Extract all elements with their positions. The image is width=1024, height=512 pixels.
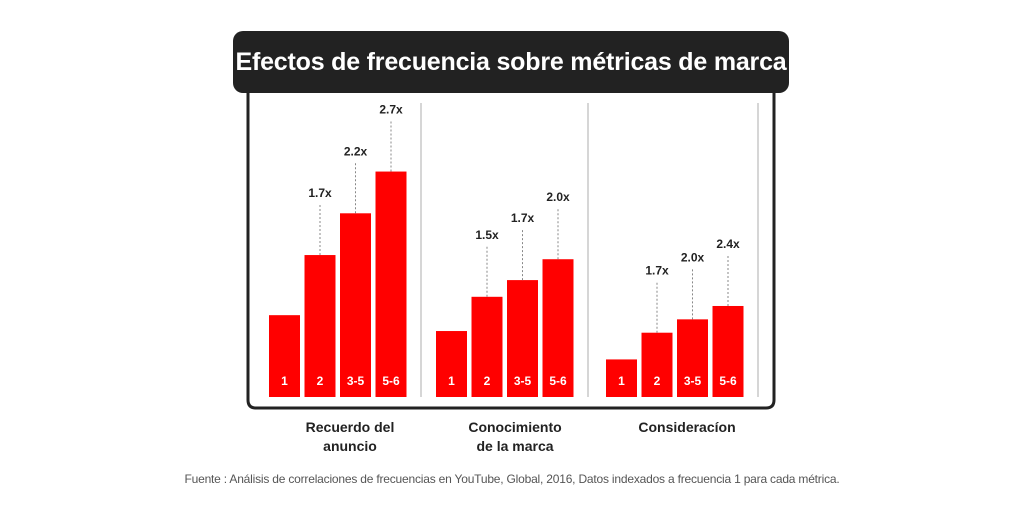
bar-category-label: 3-5 <box>347 374 365 388</box>
data-label: 1.7x <box>308 186 332 200</box>
group-label-line: Conocimiento <box>468 419 562 435</box>
bar <box>712 305 744 397</box>
bar-category-label: 1 <box>281 374 288 388</box>
bar-category-label: 3-5 <box>514 374 532 388</box>
bar-category-label: 1 <box>618 374 625 388</box>
bar <box>677 319 708 397</box>
bar-category-label: 3-5 <box>684 374 702 388</box>
data-label: 1.7x <box>645 264 669 278</box>
bar-category-label: 5-6 <box>549 374 567 388</box>
group-label-conocimiento: Conocimiento de la marca <box>420 418 610 456</box>
data-label: 2.0x <box>546 190 570 204</box>
group-label-recuerdo: Recuerdo del anuncio <box>262 418 438 456</box>
data-label: 2.4x <box>716 237 740 251</box>
data-label: 1.7x <box>511 211 535 225</box>
bar <box>542 259 574 397</box>
group-label-line: anuncio <box>323 438 377 454</box>
bar <box>436 331 467 397</box>
bar <box>340 213 371 397</box>
bar <box>375 171 407 397</box>
bar-category-label: 5-6 <box>382 374 400 388</box>
bar-category-label: 2 <box>317 374 324 388</box>
group-label-line: Consideracíon <box>638 419 736 435</box>
data-label: 1.5x <box>475 228 499 242</box>
bar <box>641 332 673 397</box>
chart-title: Efectos de frecuencia sobre métricas de … <box>233 31 789 93</box>
data-label: 2.2x <box>344 144 368 158</box>
data-label: 2.0x <box>681 250 705 264</box>
group-label-line: Recuerdo del <box>305 419 395 435</box>
group-label-consideracion: Consideracíon <box>590 418 784 437</box>
bar-category-label: 1 <box>448 374 455 388</box>
source-note: Fuente : Análisis de correlaciones de fr… <box>184 472 840 486</box>
group-label-line: de la marca <box>476 438 554 454</box>
data-label: 2.7x <box>379 103 403 117</box>
bar-category-label: 5-6 <box>719 374 737 388</box>
bar-category-label: 2 <box>654 374 661 388</box>
bar <box>471 296 503 397</box>
bar <box>269 315 300 397</box>
bar <box>304 255 336 397</box>
bar-category-label: 2 <box>484 374 491 388</box>
bar <box>507 280 538 397</box>
bar <box>606 359 637 397</box>
chart-frame <box>246 93 776 410</box>
